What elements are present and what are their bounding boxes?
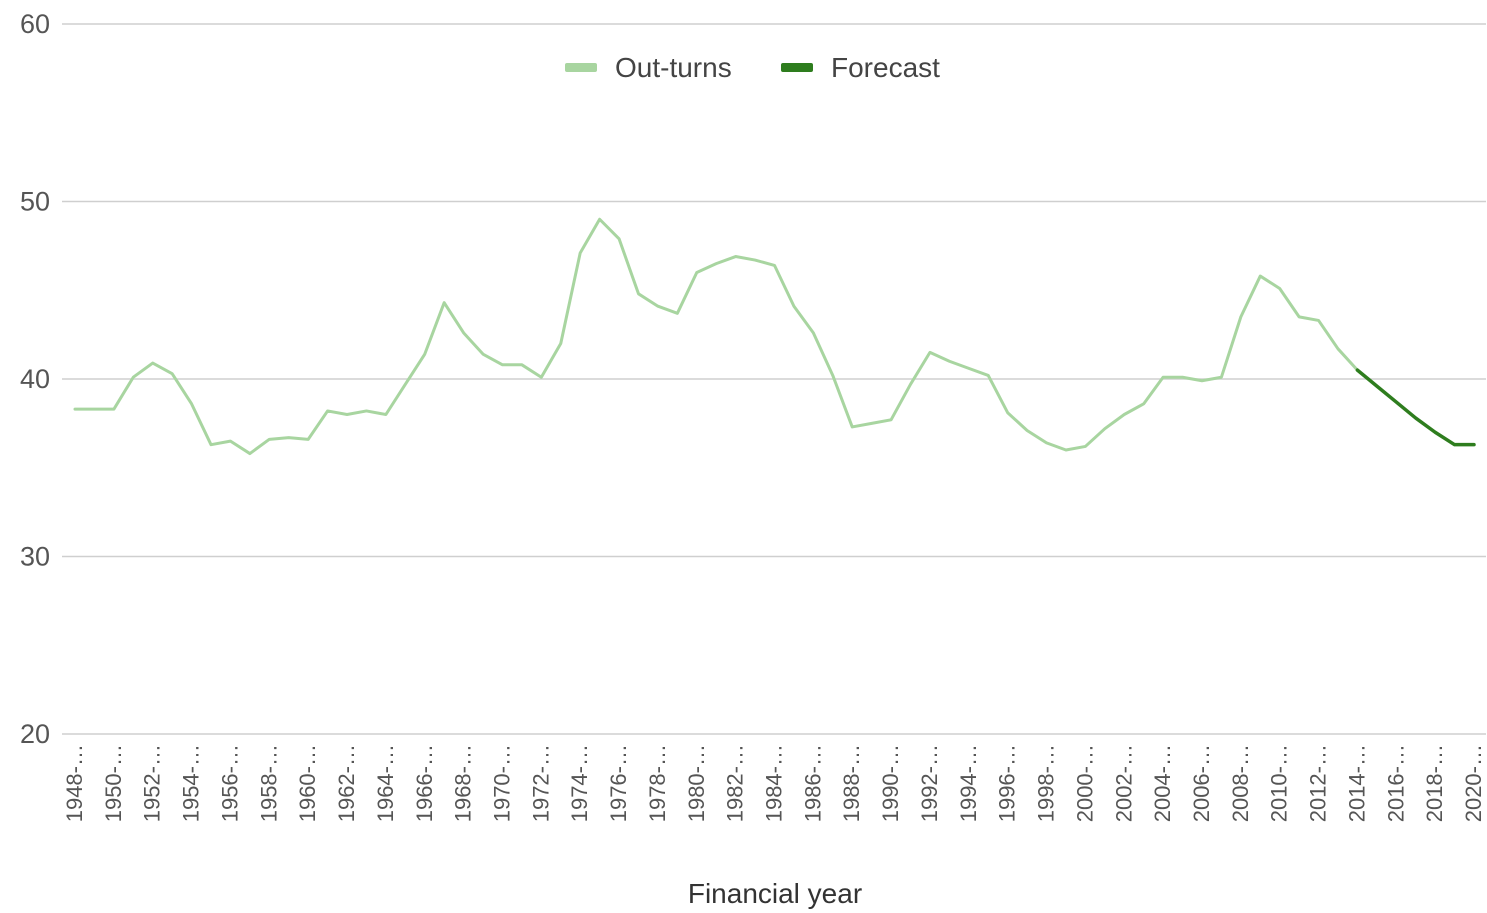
legend-swatch-forecast (781, 63, 813, 72)
legend-item-forecast[interactable]: Forecast (781, 52, 940, 83)
x-tick-label: 1978-… (645, 744, 670, 822)
x-axis-ticks: 1948-… 1950-… 1952-… 1954-… 1956-… 1958-… 1960… (62, 744, 1486, 822)
x-tick-label: 2006-… (1189, 744, 1214, 822)
x-tick-label: 1972-… (528, 744, 553, 822)
x-tick-label: 1974-… (567, 744, 592, 822)
x-tick-label: 2004-… (1150, 744, 1175, 822)
x-tick-label: 1976-… (606, 744, 631, 822)
x-tick-label: 1980-… (684, 744, 709, 822)
y-tick-label: 30 (20, 542, 50, 572)
x-tick-label: 1952-… (140, 744, 165, 822)
series-line-forecast (1355, 368, 1476, 447)
x-tick-label: 1962-… (334, 744, 359, 822)
y-tick-label: 40 (20, 364, 50, 394)
x-tick-label: 1954-… (179, 744, 204, 822)
y-tick-label: 50 (20, 187, 50, 217)
x-tick-label: 2012-… (1306, 744, 1331, 822)
x-tick-label: 1966-… (412, 744, 437, 822)
x-tick-label: 1958-… (256, 744, 281, 822)
x-tick-label: 1986-… (800, 744, 825, 822)
x-tick-label: 1970-… (489, 744, 514, 822)
y-axis-ticks: 20 30 40 50 60 (20, 9, 50, 749)
y-tick-label: 60 (20, 9, 50, 39)
x-axis-title: Financial year (688, 878, 862, 909)
x-tick-label: 2014-… (1344, 744, 1369, 822)
y-tick-label: 20 (20, 719, 50, 749)
series-lines (73, 217, 1476, 456)
x-tick-label: 1960-… (295, 744, 320, 822)
legend-swatch-out-turns (565, 63, 597, 72)
x-tick-label: 1998-… (1034, 744, 1059, 822)
x-tick-label: 1984-… (762, 744, 787, 822)
x-tick-label: 1982-… (723, 744, 748, 822)
x-tick-label: 2002-… (1111, 744, 1136, 822)
x-tick-label: 1990-… (878, 744, 903, 822)
x-tick-label: 1948-… (62, 744, 87, 822)
x-tick-label: 1994-… (956, 744, 981, 822)
x-tick-label: 1956-… (217, 744, 242, 822)
x-tick-label: 2010-… (1267, 744, 1292, 822)
grid (62, 23, 1486, 735)
x-tick-label: 1964-… (373, 744, 398, 822)
x-tick-label: 2018-… (1422, 744, 1447, 822)
x-tick-label: 1950-… (101, 744, 126, 822)
x-tick-label: 1968-… (451, 744, 476, 822)
legend-label-forecast: Forecast (831, 52, 940, 83)
legend: Out-turns Forecast (565, 52, 940, 83)
x-tick-label: 1992-… (917, 744, 942, 822)
series-line-out-turns (73, 217, 1359, 456)
x-tick-label: 2016-… (1383, 744, 1408, 822)
legend-item-out-turns[interactable]: Out-turns (565, 52, 732, 83)
x-tick-label: 1996-… (995, 744, 1020, 822)
x-tick-label: 2008-… (1228, 744, 1253, 822)
legend-label-out-turns: Out-turns (615, 52, 732, 83)
x-tick-label: 2000-… (1072, 744, 1097, 822)
x-tick-label: 1988-… (839, 744, 864, 822)
x-tick-label: 2020-… (1461, 744, 1486, 822)
